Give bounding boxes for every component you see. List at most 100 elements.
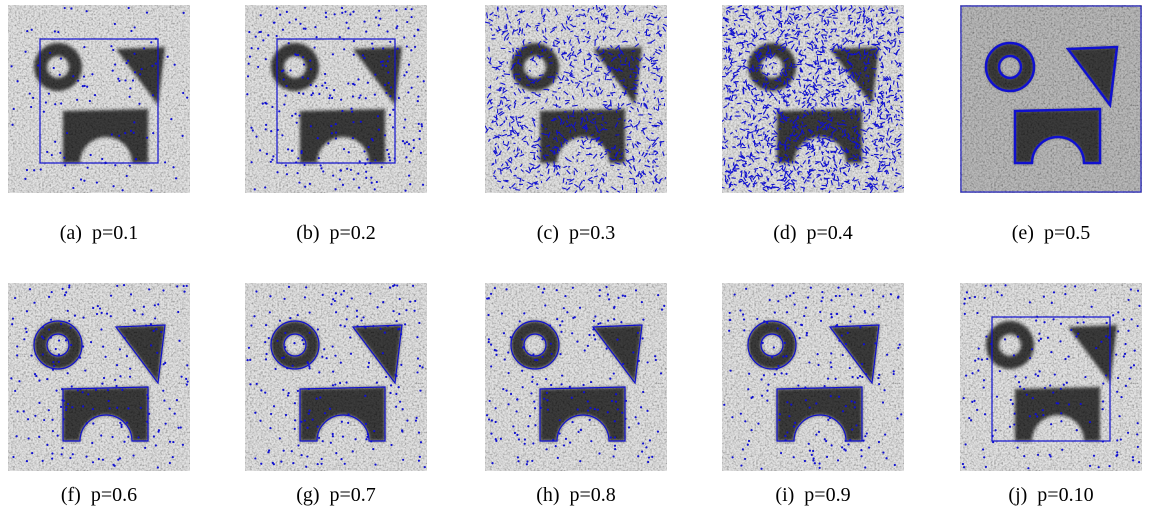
noise-dot xyxy=(809,406,811,408)
noise-contour xyxy=(660,141,661,146)
noise-dot xyxy=(119,457,121,459)
noise-contour xyxy=(856,104,860,105)
noise-dot xyxy=(1119,415,1121,417)
noise-dot xyxy=(246,359,248,361)
noise-dot xyxy=(185,378,187,380)
noise-dot xyxy=(146,421,148,423)
noise-dot xyxy=(996,291,998,293)
noise-dot xyxy=(154,317,156,319)
noise-dot xyxy=(273,22,275,24)
noise-dot xyxy=(1029,415,1031,417)
noise-dot xyxy=(309,332,311,334)
noise-dot xyxy=(808,443,810,445)
noise-dot xyxy=(1037,375,1039,377)
noise-dot xyxy=(323,348,325,350)
noise-dot xyxy=(322,440,324,442)
noise-dot xyxy=(13,108,15,110)
noise-contour xyxy=(651,60,652,63)
noise-dot xyxy=(119,348,121,350)
noise-dot xyxy=(16,435,18,437)
noise-dot xyxy=(332,298,334,300)
noise-dot xyxy=(254,412,256,414)
noise-dot xyxy=(407,91,409,93)
noise-dot xyxy=(381,166,383,168)
noise-dot xyxy=(385,65,387,67)
noise-dot xyxy=(614,445,616,447)
noise-contour xyxy=(775,149,778,150)
noise-contour xyxy=(766,58,767,61)
noise-dot xyxy=(281,357,283,359)
noise-dot xyxy=(25,331,27,333)
noise-dot xyxy=(340,361,342,363)
noise-dot xyxy=(563,444,565,446)
background xyxy=(8,283,190,471)
noise-dot xyxy=(841,334,843,336)
noise-dot xyxy=(976,312,978,314)
noise-dot xyxy=(334,188,336,190)
noise-dot xyxy=(897,296,899,298)
noise-contour xyxy=(559,48,560,53)
noise-dot xyxy=(334,13,336,15)
noise-dot xyxy=(794,303,796,305)
noise-contour xyxy=(515,190,520,191)
noise-dot xyxy=(860,455,862,457)
noise-dot xyxy=(46,444,48,446)
noise-dot xyxy=(281,134,283,136)
noise-dot xyxy=(370,440,372,442)
noise-dot xyxy=(408,143,410,145)
noise-dot xyxy=(410,49,412,51)
noise-dot xyxy=(339,36,341,38)
noise-dot xyxy=(624,418,626,420)
noise-contour xyxy=(531,92,535,93)
noise-dot xyxy=(314,26,316,28)
noise-dot xyxy=(51,457,53,459)
noise-dot xyxy=(843,448,845,450)
noise-dot xyxy=(572,287,574,289)
noise-dot xyxy=(312,92,314,94)
noise-dot xyxy=(85,456,87,458)
noise-dot xyxy=(830,361,832,363)
noise-dot xyxy=(27,418,29,420)
noise-dot xyxy=(728,330,730,332)
noise-dot xyxy=(326,87,328,89)
noise-contour xyxy=(731,184,733,185)
noise-dot xyxy=(529,415,531,417)
noise-dot xyxy=(882,451,884,453)
noise-dot xyxy=(877,377,879,379)
noise-dot xyxy=(286,11,288,13)
noise-dot xyxy=(335,311,337,313)
noise-dot xyxy=(1051,302,1053,304)
noise-dot xyxy=(750,429,752,431)
noise-dot xyxy=(57,31,59,33)
noise-dot xyxy=(642,391,644,393)
noise-dot xyxy=(155,38,157,40)
noise-contour xyxy=(786,117,789,118)
noise-dot xyxy=(389,159,391,161)
noise-contour xyxy=(895,175,898,176)
noise-dot xyxy=(999,370,1001,372)
noise-contour xyxy=(746,30,747,33)
noise-dot xyxy=(303,164,305,166)
noise-dot xyxy=(129,368,131,370)
noise-contour xyxy=(741,171,742,177)
noise-contour xyxy=(633,72,637,73)
noise-dot xyxy=(267,451,269,453)
noise-dot xyxy=(53,67,55,69)
noise-dot xyxy=(332,435,334,437)
noise-dot xyxy=(260,389,262,391)
noise-dot xyxy=(134,71,136,73)
noise-dot xyxy=(1134,350,1136,352)
panel-image xyxy=(245,5,427,193)
noise-dot xyxy=(527,425,529,427)
noise-dot xyxy=(169,462,171,464)
noise-contour xyxy=(517,147,518,151)
noise-dot xyxy=(51,154,53,156)
noise-dot xyxy=(750,355,752,357)
noise-contour xyxy=(887,133,888,136)
noise-dot xyxy=(1040,338,1042,340)
noise-dot xyxy=(397,48,399,50)
noise-dot xyxy=(642,319,644,321)
noise-dot xyxy=(635,416,637,418)
noise-dot xyxy=(341,12,343,14)
noise-dot xyxy=(743,318,745,320)
